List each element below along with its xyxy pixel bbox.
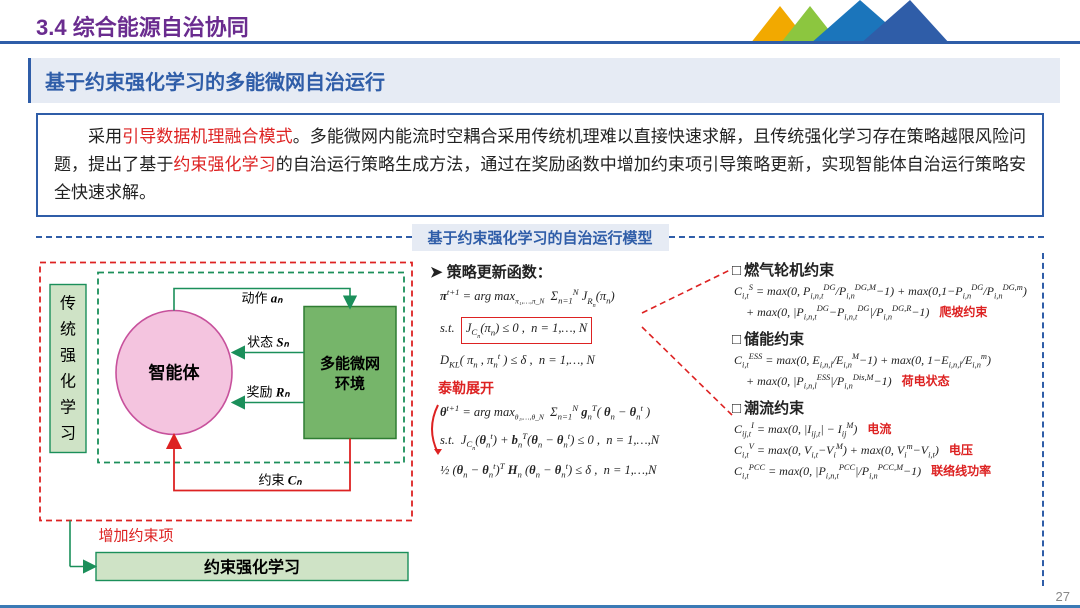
intro-highlight-1: 引导数据机理融合模式 — [122, 127, 293, 146]
svg-text:智能体: 智能体 — [149, 363, 201, 383]
flow-pcc: Ci,tPCC = max(0, |Pi,n,tPCC|/Pi,nPCC,M−1… — [734, 462, 1038, 483]
ess-title: 储能约束 — [732, 328, 1038, 349]
math-column: 策略更新函数： πt+1 = arg maxπ₁,…,π_N Σn=1N JRn… — [424, 253, 724, 586]
svg-text:环境: 环境 — [335, 375, 365, 393]
dash-right — [669, 236, 1045, 238]
svg-text:增加约束项: 增加约束项 — [98, 528, 173, 545]
svg-text:学: 学 — [60, 399, 76, 417]
svg-text:习: 习 — [60, 426, 76, 443]
taylor-arrow-icon — [424, 403, 442, 455]
svg-text:传: 传 — [60, 295, 76, 313]
jc-boxed: JCn(πn) ≤ 0 , n = 1,…, N — [461, 317, 592, 344]
gt-line2: + max(0, |Pi,n,tDG−Pi,n,tDG|/Pi,nDG,R−1)… — [734, 303, 1038, 324]
svg-text:约束 Cₙ: 约束 Cₙ — [258, 473, 302, 488]
subtitle-bar: 基于约束强化学习的多能微网自治运行 — [28, 58, 1060, 103]
model-label-strip: 基于约束强化学习的自治运行模型 — [36, 225, 1044, 249]
model-label: 基于约束强化学习的自治运行模型 — [412, 224, 669, 251]
ess-tag: 荷电状态 — [902, 374, 950, 388]
svg-text:约束强化学习: 约束强化学习 — [204, 558, 300, 577]
svg-text:奖励 Rₙ: 奖励 Rₙ — [246, 385, 290, 400]
gt-title: 燃气轮机约束 — [732, 259, 1038, 280]
section-title-text: 综合能源自治协同 — [73, 15, 249, 40]
gt-line1: Ci,tS = max(0, Pi,n,tDG/Pi,nDG,M−1) + ma… — [734, 282, 1038, 303]
header: 3.4 综合能源自治协同 — [0, 0, 1080, 44]
svg-text:统: 统 — [60, 321, 76, 339]
dash-left — [36, 236, 412, 238]
gt-tag: 爬坡约束 — [939, 305, 987, 319]
intro-box: 采用引导数据机理融合模式。多能微网内能流时空耦合采用传统机理难以直接快速求解，且… — [36, 113, 1044, 217]
svg-text:状态 Sₙ: 状态 Sₙ — [247, 335, 289, 350]
flow-v-tag: 电压 — [949, 443, 973, 457]
flow-pcc-tag: 联络线功率 — [931, 464, 991, 478]
section-number: 3.4 — [36, 15, 67, 40]
math-heading-1: 策略更新函数： — [430, 261, 724, 282]
page-number: 27 — [1056, 589, 1070, 604]
math-halfH: ½ (θn − θnt)T Hn (θn − θnt) ≤ δ , n = 1,… — [440, 460, 724, 482]
svg-text:多能微网: 多能微网 — [320, 355, 380, 373]
ess-line1: Ci,tESS = max(0, Ei,n,l/Ei,nM−1) + max(0… — [734, 351, 1038, 372]
intro-highlight-2: 约束强化学习 — [173, 155, 275, 174]
slide: 3.4 综合能源自治协同 基于约束强化学习的多能微网自治运行 采用引导数据机理融… — [0, 0, 1080, 608]
svg-text:化: 化 — [60, 373, 76, 391]
flow-v: Ci,tV = max(0, Vi,t−ViM) + max(0, Vim−Vi… — [734, 441, 1038, 462]
header-accent-icon — [750, 0, 950, 44]
svg-text:强: 强 — [60, 348, 76, 365]
ess-line2: + max(0, |Pi,n,lESS|/Pi,nDis,M−1)荷电状态 — [734, 372, 1038, 393]
connector-icon — [642, 305, 752, 415]
content-row: 传 统 强 化 学 习 智能体 多能微网 环境 — [36, 253, 1044, 586]
constraints-column: 燃气轮机约束 Ci,tS = max(0, Pi,n,tDG/Pi,nDG,M−… — [732, 253, 1038, 586]
intro-prefix: 采用 — [88, 127, 122, 146]
rl-diagram: 传 统 强 化 学 习 智能体 多能微网 环境 — [36, 253, 416, 586]
header-underline — [0, 41, 1080, 44]
svg-text:动作 aₙ: 动作 aₙ — [242, 291, 284, 306]
flow-i: Cij,tI = max(0, |Iij,t| − IijM)电流 — [734, 420, 1038, 441]
flow-i-tag: 电流 — [867, 422, 891, 436]
flow-title: 潮流约束 — [732, 397, 1038, 418]
math-st-jc2: s.t. JCn(θnt) + bnT(θn − θnt) ≤ 0 , n = … — [440, 430, 724, 455]
